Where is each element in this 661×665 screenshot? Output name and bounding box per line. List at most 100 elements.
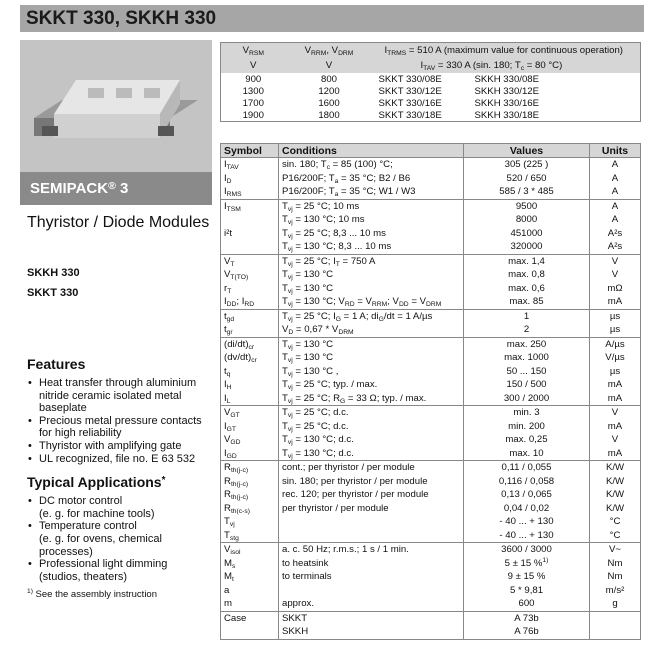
text-run: = V xyxy=(408,296,427,308)
cell: 9500 xyxy=(463,198,590,213)
subscript: vj xyxy=(287,412,293,420)
terminal xyxy=(88,88,104,98)
subscript: vj xyxy=(287,232,293,240)
text-run: P16/200F; T xyxy=(282,186,335,198)
cell: Tvj = 25 °C; d.c. xyxy=(278,405,464,420)
text-run: T xyxy=(282,227,288,239)
cell: min. 3 xyxy=(463,405,590,420)
spec-row: Ms to heatsink 5 ± 15 %1) Nm xyxy=(220,556,641,570)
subscript: RD xyxy=(244,301,255,309)
text-run: sin. 180; per thyristor / per module xyxy=(282,475,428,487)
subscript: TAV xyxy=(423,65,436,72)
text-run: T xyxy=(282,282,288,294)
text-run: R xyxy=(224,475,231,487)
cell: Tvj = 130 °C; 10 ms xyxy=(278,213,464,227)
spec-row: VGD Tvj = 130 °C; d.c. max. 0,25 V xyxy=(220,433,641,447)
type-label: SKKT 330 xyxy=(27,287,79,299)
text-run: a. c. 50 Hz; r.m.s.; 1 s / 1 min. xyxy=(282,544,409,556)
text-run: = 25 °C; typ. / max. xyxy=(292,379,378,391)
cell: °C xyxy=(589,528,641,543)
subscript: T xyxy=(227,287,232,295)
text-run: = 130 °C xyxy=(292,269,334,281)
cell: mA xyxy=(589,391,641,406)
subscript: T xyxy=(230,260,235,268)
text-run: = 85 (100) °C; xyxy=(329,159,393,171)
cell: i²t xyxy=(220,226,279,240)
cell: 1600 xyxy=(318,97,340,109)
text-run: I xyxy=(420,60,424,71)
subscript: RD xyxy=(344,301,355,309)
cell: g xyxy=(589,597,641,611)
cell: Tvj = 130 °C; VRD = VRRM; VDD = VDRM xyxy=(278,295,464,309)
subscript: T(TO) xyxy=(230,274,249,282)
type-table: VRSM VRRM, VDRM ITRMS = 510 A (maximum val… xyxy=(220,42,641,122)
spec-row: m approx. 600 g xyxy=(220,597,641,611)
cell: Tvj = 130 °C; d.c. xyxy=(278,433,464,447)
header-cell: VRRM, VDRM xyxy=(285,42,373,58)
cell: sin. 180; Tc = 85 (100) °C; xyxy=(278,157,464,172)
cell: V xyxy=(589,268,641,282)
cell: SKKT 330/08E xyxy=(378,73,442,85)
cell: 1 xyxy=(463,308,590,323)
cell: VD = 0,67 * VDRM xyxy=(278,323,464,337)
text-run: V xyxy=(224,434,231,446)
header-cell: V xyxy=(285,58,373,73)
cell: Nm xyxy=(589,556,641,570)
spec-row: IGD Tvj = 130 °C; d.c. max. 10 mA xyxy=(220,446,641,461)
cell: K/W xyxy=(589,501,641,515)
text-run: T xyxy=(224,529,230,541)
cell: mA xyxy=(589,446,641,461)
cell: Tvj = 130 °C xyxy=(278,351,464,365)
subscript: s xyxy=(232,562,236,570)
data-row: 1700 1600 SKKT 330/16E SKKH 330/16E xyxy=(221,97,641,109)
text-run: per thyristor / per module xyxy=(282,502,389,514)
subscript: cr xyxy=(248,343,255,351)
cell: K/W xyxy=(589,474,641,488)
subscript: DRM xyxy=(426,301,442,309)
cell: Tvj = 130 °C; d.c. xyxy=(278,446,464,461)
cell: mA xyxy=(589,378,641,392)
text-run: T xyxy=(282,310,288,322)
text-run: a xyxy=(224,584,230,596)
cell: IGD xyxy=(220,446,279,461)
cell: cont.; per thyristor / per module xyxy=(278,460,464,475)
spec-row: Visol a. c. 50 Hz; r.m.s.; 1 s / 1 min. 36… xyxy=(220,542,641,557)
subscript: RMS xyxy=(226,191,242,199)
subscript: RRM xyxy=(371,301,388,309)
cell: °C xyxy=(589,515,641,529)
subscript: vj xyxy=(287,260,293,268)
text-run: T xyxy=(282,241,288,253)
cell: 0,04 / 0,02 xyxy=(463,501,590,515)
spec-row: (di/dt)cr Tvj = 130 °C max. 250 A/µs xyxy=(220,336,641,351)
housing-side xyxy=(160,80,180,138)
subscript: G xyxy=(378,315,384,323)
subscript: G xyxy=(340,397,346,405)
image-caption: SEMIPACK® 3 xyxy=(20,172,212,205)
cell: VGT xyxy=(220,405,279,420)
cell xyxy=(278,515,464,529)
subscript: L xyxy=(226,397,231,405)
header-row: V V ITAV = 330 A (sin. 180; Tc = 80 °C) xyxy=(220,58,641,73)
text-run: cont.; per thyristor / per module xyxy=(282,462,415,474)
cell: Tvj = 130 °C; 8,3 ... 10 ms xyxy=(278,240,464,254)
cell xyxy=(589,610,641,625)
text-run: = 130 °C xyxy=(292,338,334,350)
cell: 0,13 / 0,065 xyxy=(463,488,590,502)
subscript: vj xyxy=(287,425,293,433)
housing-front xyxy=(54,114,160,138)
cell: max. 0,6 xyxy=(463,281,590,295)
cell: Tvj = 25 °C; IT = 750 A xyxy=(278,253,464,268)
text-run: I xyxy=(224,159,227,171)
superscript: 1) xyxy=(542,556,549,564)
text-run: = 130 °C , xyxy=(292,365,339,377)
header-bar: SKKT 330, SKKH 330 xyxy=(20,5,644,32)
subscript: vj xyxy=(287,384,293,392)
subscript: th(j-c) xyxy=(230,480,249,488)
text-run: = 130 °C; 10 ms xyxy=(292,214,365,226)
text-run: T xyxy=(282,365,288,377)
cell: max. 1,4 xyxy=(463,253,590,268)
subscript: vj xyxy=(287,343,293,351)
cell: P16/200F; Ta = 35 °C; B2 / B6 xyxy=(278,171,464,185)
